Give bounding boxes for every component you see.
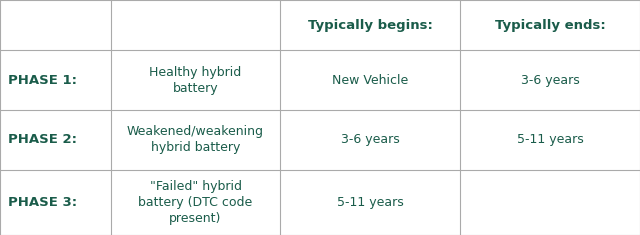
- Text: 5-11 years: 5-11 years: [337, 196, 403, 209]
- Text: Weakened/weakening
hybrid battery: Weakened/weakening hybrid battery: [127, 125, 264, 154]
- Text: Healthy hybrid
battery: Healthy hybrid battery: [149, 66, 242, 94]
- Text: Typically ends:: Typically ends:: [495, 19, 605, 31]
- Text: PHASE 3:: PHASE 3:: [8, 196, 77, 209]
- Text: New Vehicle: New Vehicle: [332, 74, 408, 86]
- Text: 3-6 years: 3-6 years: [520, 74, 579, 86]
- Text: PHASE 2:: PHASE 2:: [8, 133, 77, 146]
- Text: PHASE 1:: PHASE 1:: [8, 74, 77, 86]
- Text: 3-6 years: 3-6 years: [340, 133, 399, 146]
- Text: "Failed" hybrid
battery (DTC code
present): "Failed" hybrid battery (DTC code presen…: [138, 180, 253, 225]
- Text: 5-11 years: 5-11 years: [516, 133, 584, 146]
- Text: Typically begins:: Typically begins:: [308, 19, 433, 31]
